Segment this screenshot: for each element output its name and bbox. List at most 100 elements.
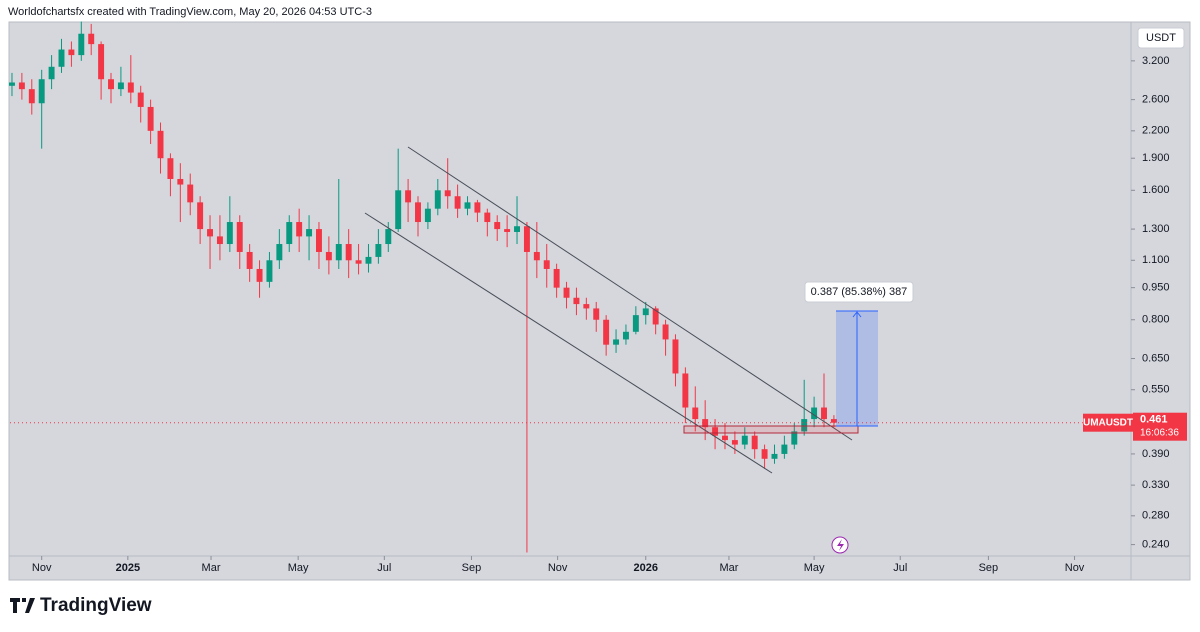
candle-body [791, 431, 798, 445]
y-tick-label: 0.390 [1142, 448, 1170, 460]
y-tick-label: 0.950 [1142, 282, 1170, 294]
candle-body [286, 222, 293, 245]
currency-box[interactable] [1137, 27, 1185, 49]
x-tick-label: May [804, 562, 825, 574]
candle-body [533, 251, 540, 261]
candle-body [18, 82, 25, 90]
candle-body [514, 226, 520, 232]
candle-body [672, 339, 679, 374]
channel-lower [364, 212, 773, 474]
candle-body [543, 260, 550, 269]
candle-body [553, 268, 560, 288]
candle-body [494, 222, 501, 230]
candle-body [761, 449, 768, 459]
candle-body [444, 190, 451, 197]
candle-body [177, 178, 184, 185]
candle-body [682, 373, 689, 408]
symbol-label-box [1083, 413, 1133, 432]
candle-body [593, 308, 600, 320]
x-tick-label: Mar [719, 562, 738, 574]
candle-body [38, 79, 45, 104]
candle-body [197, 202, 204, 230]
y-tick-label: 3.200 [1142, 55, 1170, 67]
candle-body [702, 419, 709, 428]
y-tick-label: 2.200 [1142, 125, 1170, 137]
candle-body [266, 260, 273, 282]
candle-body [434, 190, 441, 209]
candle-body [187, 184, 194, 203]
countdown-label: 16:06:36 [1140, 427, 1179, 438]
support-zone [683, 425, 859, 434]
channel-upper [407, 146, 853, 441]
y-tick-label: 2.600 [1142, 94, 1170, 106]
measure-label: 0.387 (85.38%) 387 [811, 286, 908, 298]
candle-body [632, 315, 639, 332]
x-tick-label: Sep [979, 562, 999, 574]
candle-body [137, 92, 144, 107]
y-tick-label: 0.550 [1142, 384, 1170, 396]
candle-body [216, 236, 223, 245]
candle-body [484, 212, 491, 223]
x-tick-label: Nov [32, 562, 52, 574]
candle-body [395, 190, 402, 230]
candle-body [642, 308, 649, 316]
candle-body [296, 222, 303, 237]
y-tick-label: 0.330 [1142, 479, 1170, 491]
x-tick-label: May [288, 562, 309, 574]
candle-body [811, 407, 818, 420]
candle-body [781, 444, 788, 454]
candle-body [613, 339, 620, 345]
candle-body [712, 427, 719, 436]
candle-body [474, 202, 481, 213]
y-tick-label: 0.280 [1142, 510, 1170, 522]
candle-body [523, 226, 530, 252]
x-tick-label: Sep [462, 562, 482, 574]
x-tick-label: 2025 [116, 562, 140, 574]
candle-body [731, 440, 738, 445]
candle-body [662, 324, 669, 340]
candle-body [207, 229, 214, 237]
y-tick-label: 1.300 [1142, 223, 1170, 235]
event-icon-bolt [837, 539, 844, 551]
brand: TradingView [40, 595, 152, 616]
candle-body [415, 202, 421, 223]
candle-body [771, 453, 778, 459]
y-tick-label: 0.650 [1142, 352, 1170, 364]
y-tick-label: 1.900 [1142, 152, 1170, 164]
candle-body [58, 49, 65, 67]
x-tick-label: Nov [1065, 562, 1085, 574]
currency: USDT [1146, 32, 1176, 44]
symbol-label: UMAUSDT [1083, 417, 1133, 428]
candle-body [246, 251, 253, 269]
candle-body [236, 222, 243, 252]
candle-body [424, 208, 431, 223]
candle-body [226, 222, 233, 245]
candle-body [88, 33, 95, 45]
candle-body [256, 268, 263, 282]
candle-body [563, 287, 570, 298]
x-tick-label: Mar [202, 562, 221, 574]
candle-body [830, 419, 837, 423]
candle-body [325, 251, 332, 261]
chart-background [8, 21, 1191, 581]
candle-body [335, 244, 342, 261]
candle-body [48, 66, 55, 80]
y-tick-label: 1.600 [1142, 184, 1170, 196]
candle-body [157, 130, 164, 159]
candle-body [68, 49, 75, 56]
x-tick-label: Nov [548, 562, 568, 574]
candle-body [355, 260, 362, 264]
candle-body [117, 82, 124, 90]
candle-body [583, 304, 590, 309]
candle-body [464, 202, 471, 209]
candle-body [801, 419, 808, 432]
y-tick-label: 1.100 [1142, 254, 1170, 266]
candle-body [127, 82, 134, 93]
candle-body [345, 244, 352, 261]
x-tick-label: Jul [893, 562, 907, 574]
candle-body [652, 308, 659, 325]
candle-body [821, 407, 827, 420]
candle-body [385, 229, 392, 245]
